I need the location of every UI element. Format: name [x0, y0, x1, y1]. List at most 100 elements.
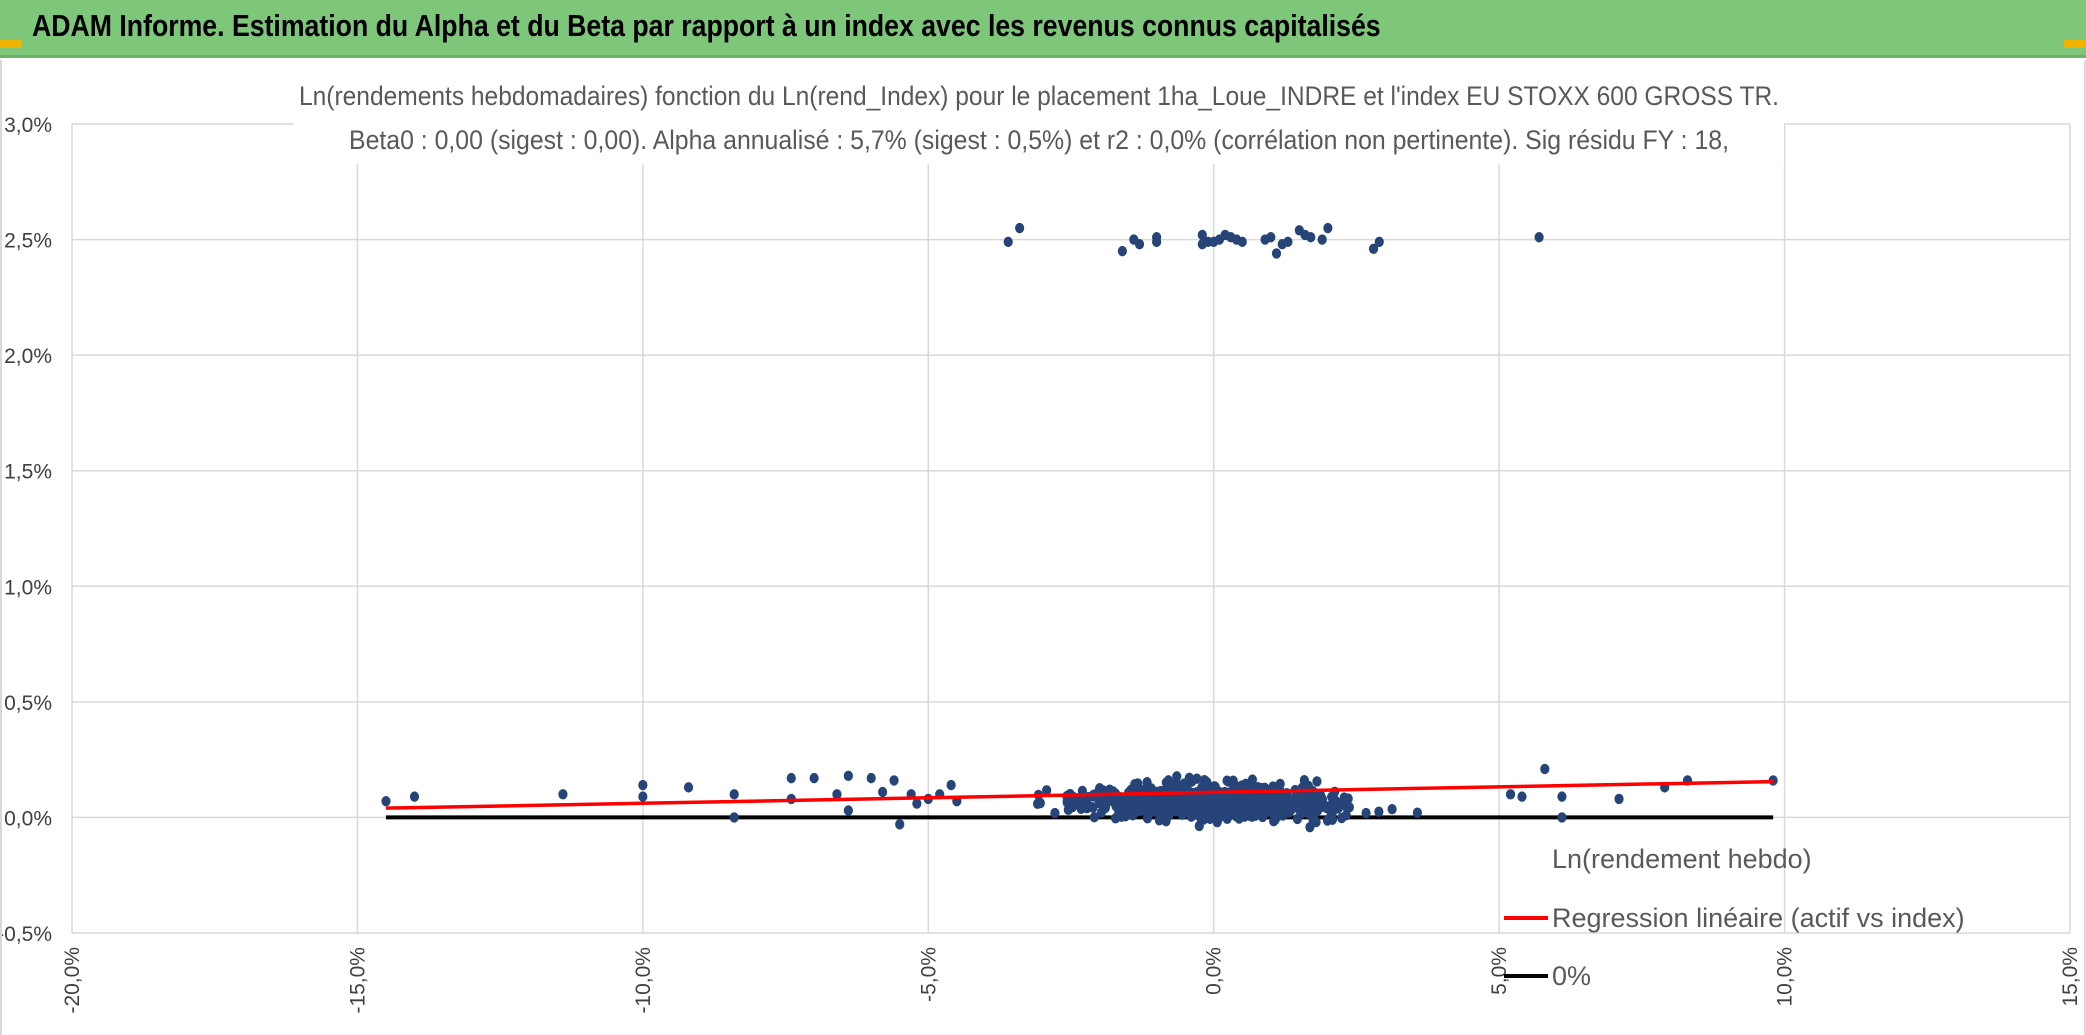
data-point-cluster [1534, 232, 1544, 243]
data-point [1203, 801, 1213, 813]
x-tick-label: 0,0% [1203, 947, 1226, 995]
x-tick-label: -10,0% [632, 947, 655, 1014]
data-point [1327, 808, 1337, 819]
data-point [1192, 773, 1202, 784]
data-point [638, 791, 648, 802]
data-point [1193, 796, 1203, 808]
data-point [381, 796, 391, 807]
grid-lines [71, 123, 2071, 934]
data-point [409, 791, 420, 802]
data-point [1110, 798, 1120, 809]
data-point [1281, 791, 1291, 803]
data-point [1063, 804, 1073, 816]
data-point [1035, 797, 1045, 809]
data-point-cluster [1152, 236, 1162, 248]
data-point [1305, 821, 1315, 833]
data-point-cluster [1003, 236, 1013, 248]
data-point [1374, 806, 1384, 817]
scatter-chart: Ln(rendements hebdomadaires) fonction du… [2, 80, 2082, 1014]
data-point [1557, 791, 1567, 802]
axis-tick-labels: -0,5% 0,0% 0,5% 1,0% 1,5% 2,0% 2,5% 3,0% -20,0% -… [2, 114, 2082, 1014]
data-point [1361, 807, 1371, 819]
y-tick-label: 0,5% [4, 692, 52, 715]
data-point [729, 812, 739, 823]
data-point [638, 779, 648, 791]
data-point [1412, 807, 1422, 818]
data-point [1142, 813, 1153, 824]
data-point [1557, 812, 1567, 823]
data-point [1143, 794, 1154, 805]
data-point [832, 789, 842, 800]
y-tick-label: 1,5% [4, 461, 52, 484]
data-point [1288, 795, 1298, 806]
data-point [1042, 785, 1052, 796]
data-point [1337, 812, 1347, 824]
y-tick-label: 0,0% [4, 807, 52, 830]
corner-marker-right [2064, 40, 2086, 48]
x-tick-label: -5,0% [917, 947, 940, 1002]
x-tick-label: -15,0% [346, 947, 369, 1014]
data-point [1171, 805, 1181, 817]
data-point-cluster [1374, 236, 1384, 248]
report-header: ADAM Informe. Estimation du Alpha et du … [0, 0, 2086, 58]
data-point-cluster [1317, 234, 1327, 245]
data-point [1313, 801, 1323, 812]
data-point [1312, 776, 1322, 787]
data-point-cluster [1323, 222, 1333, 234]
data-point-cluster [1368, 243, 1379, 255]
data-point [1614, 793, 1624, 805]
data-point [1095, 794, 1105, 806]
data-point [683, 782, 694, 793]
data-point [843, 805, 853, 816]
data-point [1273, 810, 1283, 822]
data-point [1089, 811, 1099, 823]
data-point [1172, 771, 1182, 782]
legend-points-label: Ln(rendement hebdo) [1552, 844, 1812, 874]
legend: Ln(rendement hebdo) Regression linéaire (… [1504, 844, 1965, 991]
title-background [294, 80, 1784, 164]
data-point [1050, 807, 1060, 819]
y-tick-label: 3,0% [4, 114, 52, 137]
data-point [809, 772, 819, 784]
data-point-cluster [1283, 236, 1293, 248]
data-point [1247, 808, 1258, 819]
y-tick-label: 2,5% [4, 230, 52, 253]
data-point [1245, 781, 1255, 793]
chart-area: Ln(rendements hebdomadaires) fonction du… [0, 60, 2086, 1035]
data-point [878, 786, 888, 798]
chart-subtitle: Beta0 : 0,00 (sigest : 0,00). Alpha annu… [349, 125, 1729, 155]
data-point [1194, 820, 1204, 832]
data-point [1387, 804, 1397, 815]
data-point-cluster [1266, 232, 1276, 243]
data-point [1157, 802, 1167, 814]
data-point [912, 798, 922, 809]
data-point-cluster [1237, 236, 1247, 248]
data-point [1127, 809, 1138, 821]
data-point [1339, 792, 1349, 803]
data-point-cluster [1306, 232, 1316, 243]
data-point [946, 779, 956, 791]
x-tick-label: 10,0% [1774, 947, 1797, 1007]
data-point [1076, 803, 1086, 814]
data-point [1200, 812, 1210, 823]
data-point [1540, 763, 1550, 775]
data-point [895, 819, 905, 830]
data-point [1505, 789, 1516, 800]
data-point [1137, 800, 1147, 811]
data-point [786, 772, 796, 784]
data-point-cluster [1271, 248, 1282, 259]
data-point [558, 789, 568, 800]
data-point [1251, 793, 1262, 804]
data-point [1158, 794, 1168, 805]
data-point-cluster [1197, 229, 1207, 241]
data-point [1306, 800, 1316, 811]
data-point [1344, 802, 1354, 813]
regression-line [385, 779, 1774, 810]
chart-title: Ln(rendements hebdomadaires) fonction du… [299, 81, 1779, 111]
data-point [866, 772, 876, 784]
data-point [1227, 793, 1238, 804]
data-point [729, 789, 739, 800]
data-point-cluster [1117, 245, 1127, 257]
data-points [381, 222, 1778, 833]
data-point [1269, 800, 1280, 812]
